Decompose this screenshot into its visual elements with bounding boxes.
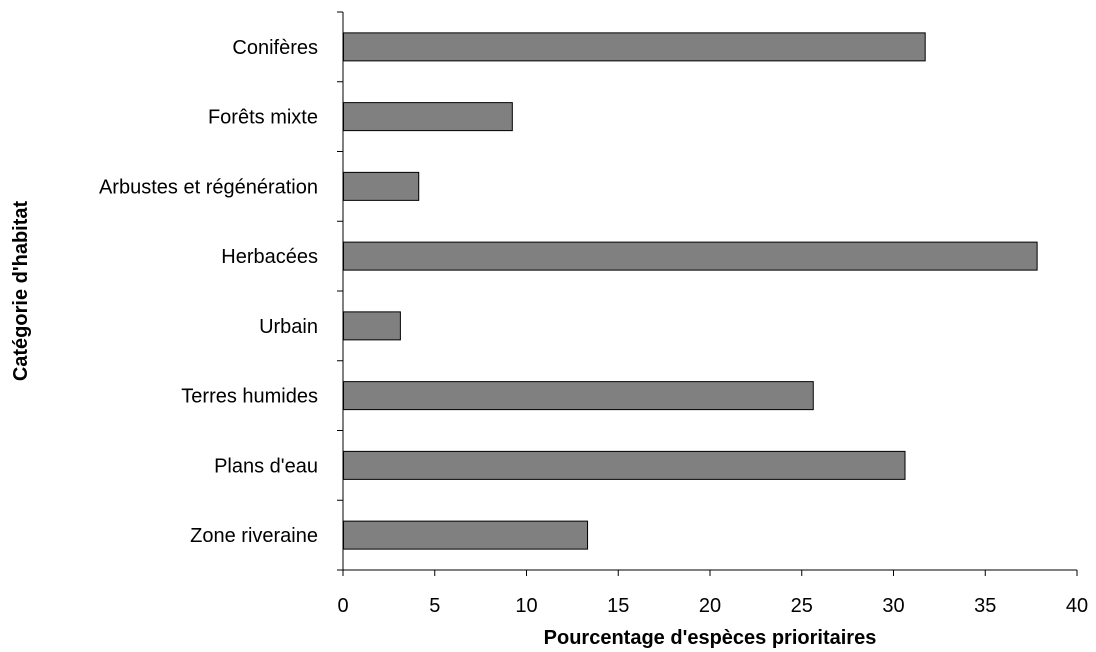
x-tick-label: 30: [882, 595, 904, 617]
category-label: Arbustes et régénération: [99, 176, 318, 198]
bar-4: [343, 241, 1038, 271]
bar-5: [343, 311, 401, 341]
category-label: Terres humides: [181, 386, 318, 408]
y-ticks-group: [337, 11, 343, 571]
x-tick-label: 0: [337, 595, 348, 617]
category-label: Herbacées: [221, 246, 318, 268]
category-label: Urbain: [259, 316, 318, 338]
bar-1: [343, 32, 926, 62]
category-label: Forêts mixte: [208, 107, 318, 129]
bar-8: [343, 520, 589, 550]
x-tick-label: 40: [1066, 595, 1088, 617]
category-labels-group: Conifères Forêts mixte Arbustes et régénér…: [99, 37, 318, 547]
bar-6: [343, 381, 814, 411]
x-axis-title: Pourcentage d'espèces prioritaires: [544, 627, 877, 649]
bar-7: [343, 450, 906, 480]
bars-group: [343, 32, 1038, 550]
x-tick-label: 35: [974, 595, 996, 617]
x-tick-label: 20: [699, 595, 721, 617]
y-axis-title: Catégorie d'habitat: [10, 201, 32, 382]
category-label: Conifères: [232, 37, 318, 59]
bar-2: [343, 102, 513, 132]
x-tick-label: 25: [791, 595, 813, 617]
x-tick-label: 5: [429, 595, 440, 617]
x-ticks-group: 0 5 10 15 20 25 30 35 40: [337, 570, 1088, 617]
bar-3: [343, 171, 420, 201]
category-label: Zone riveraine: [190, 525, 318, 547]
category-label: Plans d'eau: [214, 455, 318, 477]
x-tick-label: 15: [607, 595, 629, 617]
x-tick-label: 10: [515, 595, 537, 617]
